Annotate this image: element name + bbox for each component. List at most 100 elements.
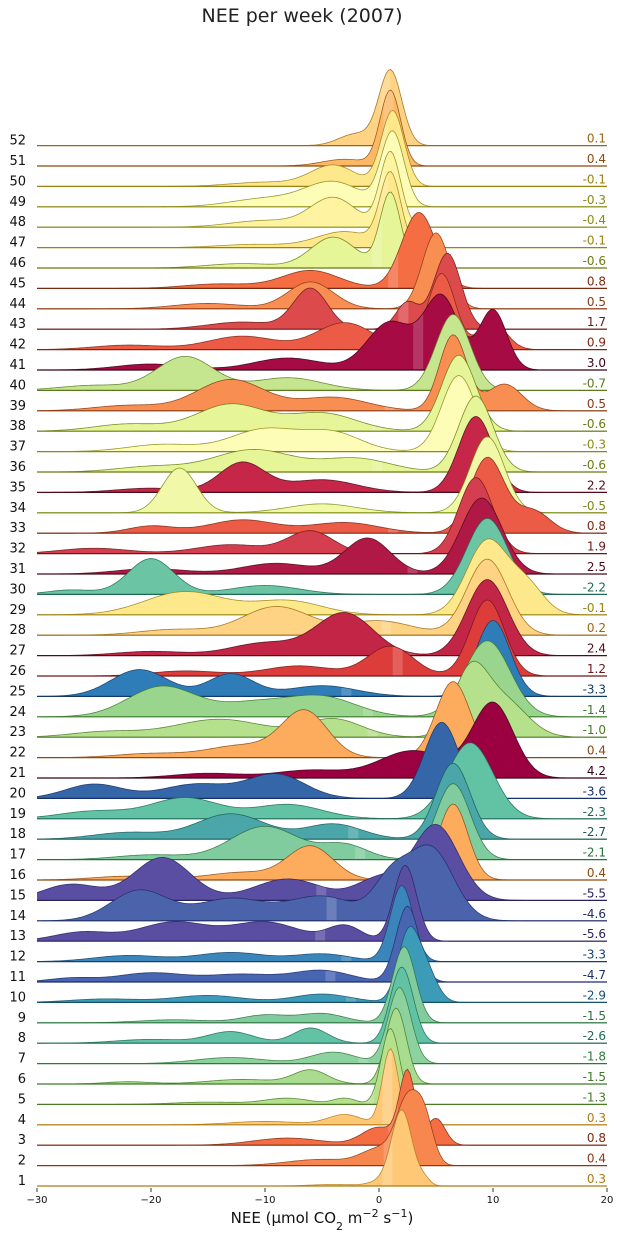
ridge-week-4: 4 0.3 bbox=[18, 1048, 607, 1128]
x-axis: −30 −20 −10 0 10 20 bbox=[26, 1188, 613, 1206]
week-label: 45 bbox=[9, 276, 26, 291]
mean-label: -0.5 bbox=[583, 499, 606, 513]
mean-label: 4.2 bbox=[587, 764, 606, 778]
week-label: 51 bbox=[9, 154, 26, 169]
x-tick-label: 0 bbox=[376, 1195, 382, 1206]
week-label: 15 bbox=[9, 888, 26, 903]
ridge-outline bbox=[37, 1089, 607, 1166]
mean-label: -1.4 bbox=[583, 703, 606, 717]
mean-label: 0.4 bbox=[587, 744, 606, 758]
ridge-area bbox=[37, 253, 607, 330]
ridge-outline bbox=[36, 273, 607, 350]
mean-label: 0.8 bbox=[587, 274, 606, 288]
ridge-area bbox=[37, 192, 607, 268]
ridge-week-48: 48 -0.4 bbox=[9, 150, 607, 230]
mean-label: -3.6 bbox=[583, 784, 606, 798]
ridge-week-46: 46 -0.6 bbox=[9, 191, 607, 271]
mean-label: 0.4 bbox=[587, 1152, 606, 1166]
mean-label: -4.6 bbox=[583, 907, 606, 921]
ridge-mean-band bbox=[377, 110, 388, 187]
week-label: 17 bbox=[9, 848, 26, 863]
mean-label: -2.6 bbox=[583, 1029, 606, 1043]
ridge-outline bbox=[37, 456, 607, 534]
week-label: 35 bbox=[9, 480, 26, 495]
week-label: 43 bbox=[9, 317, 26, 332]
week-label: 47 bbox=[9, 236, 26, 251]
x-axis-label-mid1: m bbox=[343, 1209, 362, 1227]
mean-label: 1.7 bbox=[587, 315, 606, 329]
mean-label: -0.6 bbox=[583, 458, 606, 472]
mean-label: -3.3 bbox=[583, 682, 606, 696]
ridge-outline bbox=[37, 558, 607, 636]
mean-label: 0.4 bbox=[587, 152, 606, 166]
week-label: 37 bbox=[9, 440, 26, 455]
ridge-mean-band bbox=[406, 579, 417, 656]
mean-label: 2.5 bbox=[587, 560, 606, 574]
week-label: 7 bbox=[18, 1052, 26, 1067]
ridge-area bbox=[37, 90, 607, 166]
mean-label: 2.2 bbox=[587, 478, 606, 492]
week-label: 2 bbox=[18, 1154, 26, 1169]
ridge-outline bbox=[36, 660, 607, 738]
mean-label: 1.9 bbox=[587, 540, 606, 554]
ridge-area bbox=[37, 212, 607, 289]
x-axis-label-mid2: s bbox=[379, 1209, 392, 1227]
week-label: 29 bbox=[9, 603, 26, 618]
x-axis-label: NEE (µmol CO2 m−2 s−1) bbox=[231, 1207, 414, 1233]
mean-label: 0.5 bbox=[587, 397, 606, 411]
ridge-area bbox=[37, 681, 607, 758]
mean-label: -0.1 bbox=[583, 234, 606, 248]
ridge-mean-band bbox=[413, 294, 424, 370]
ridge-area bbox=[37, 600, 607, 676]
x-axis-label-sup1: −2 bbox=[362, 1207, 378, 1220]
ridge-mean-band bbox=[374, 151, 385, 228]
week-label: 33 bbox=[9, 521, 26, 536]
week-label: 24 bbox=[9, 705, 26, 720]
mean-label: 2.4 bbox=[587, 642, 606, 656]
mean-label: -0.6 bbox=[583, 254, 606, 268]
ridge-outline bbox=[36, 538, 607, 616]
mean-label: 0.4 bbox=[587, 866, 606, 880]
ridge-outline bbox=[36, 293, 607, 371]
ridge-area bbox=[37, 824, 607, 901]
mean-label: -0.7 bbox=[583, 376, 606, 390]
ridges-group: 52 0.151 0.450 -0.149 -0.348 -0.447 -0.146 -0.6… bbox=[9, 69, 607, 1189]
mean-label: -0.3 bbox=[583, 438, 606, 452]
week-label: 21 bbox=[9, 766, 26, 781]
week-label: 40 bbox=[9, 378, 26, 393]
mean-label: -1.8 bbox=[583, 1050, 606, 1064]
week-label: 42 bbox=[9, 338, 26, 353]
ridge-area bbox=[37, 130, 607, 207]
ridge-outline bbox=[37, 89, 607, 167]
ridge-area bbox=[37, 416, 607, 493]
mean-label: -2.7 bbox=[583, 825, 606, 839]
mean-label: 1.2 bbox=[587, 662, 606, 676]
week-label: 48 bbox=[9, 215, 26, 230]
mean-label: -1.3 bbox=[583, 1090, 606, 1104]
week-label: 16 bbox=[9, 868, 26, 883]
ridge-outline bbox=[37, 579, 607, 656]
mean-label: -4.7 bbox=[583, 968, 606, 982]
week-label: 4 bbox=[18, 1113, 26, 1128]
mean-label: -0.3 bbox=[583, 193, 606, 207]
week-label: 23 bbox=[9, 725, 26, 740]
mean-label: -2.3 bbox=[583, 805, 606, 819]
ridge-area bbox=[37, 844, 607, 921]
x-tick-label: −30 bbox=[26, 1195, 47, 1206]
week-label: 14 bbox=[9, 909, 26, 924]
week-label: 46 bbox=[9, 256, 26, 271]
ridge-area bbox=[37, 804, 607, 880]
mean-label: 0.2 bbox=[587, 621, 606, 635]
mean-label: -5.5 bbox=[583, 886, 606, 900]
week-label: 31 bbox=[9, 562, 26, 577]
week-label: 8 bbox=[18, 1031, 26, 1046]
week-label: 13 bbox=[9, 929, 26, 944]
mean-label: 0.3 bbox=[587, 1172, 606, 1186]
mean-label: -2.2 bbox=[583, 580, 606, 594]
week-label: 18 bbox=[9, 827, 26, 842]
week-label: 41 bbox=[9, 358, 26, 373]
week-label: 11 bbox=[9, 970, 26, 985]
week-label: 12 bbox=[9, 950, 26, 965]
week-label: 49 bbox=[9, 195, 26, 210]
